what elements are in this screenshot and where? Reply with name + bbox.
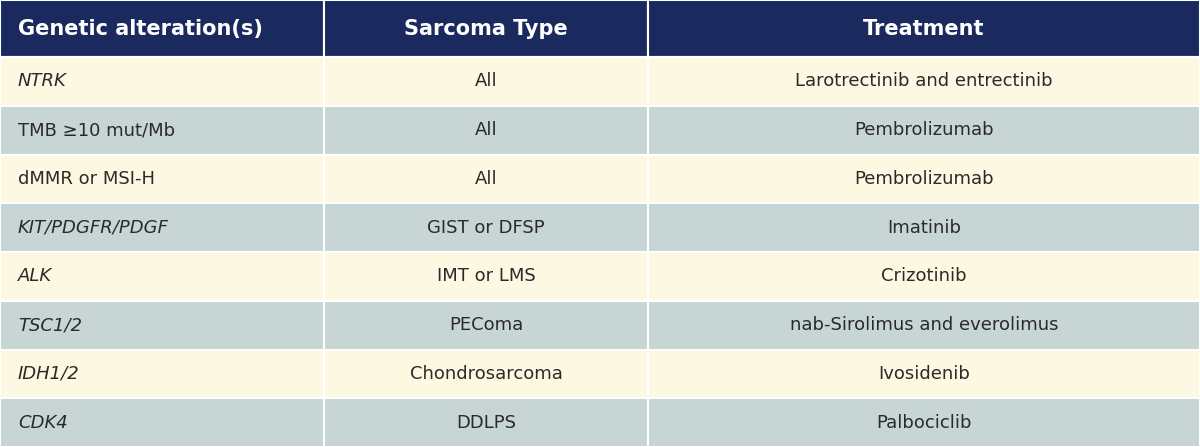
- Text: DDLPS: DDLPS: [456, 413, 516, 432]
- Text: Chondrosarcoma: Chondrosarcoma: [409, 365, 563, 383]
- Text: All: All: [475, 121, 497, 139]
- Text: Larotrectinib and entrectinib: Larotrectinib and entrectinib: [796, 72, 1052, 90]
- FancyBboxPatch shape: [324, 350, 648, 398]
- Text: Crizotinib: Crizotinib: [881, 267, 967, 286]
- FancyBboxPatch shape: [0, 106, 324, 155]
- Text: TSC1/2: TSC1/2: [18, 316, 82, 334]
- Text: Genetic alteration(s): Genetic alteration(s): [18, 19, 263, 38]
- Text: Pembrolizumab: Pembrolizumab: [854, 121, 994, 139]
- Text: KIT/PDGFR/PDGF: KIT/PDGFR/PDGF: [18, 219, 169, 237]
- FancyBboxPatch shape: [324, 0, 648, 57]
- Text: NTRK: NTRK: [18, 72, 67, 90]
- FancyBboxPatch shape: [324, 57, 648, 106]
- FancyBboxPatch shape: [0, 398, 324, 447]
- Text: Ivosidenib: Ivosidenib: [878, 365, 970, 383]
- Text: ALK: ALK: [18, 267, 52, 286]
- Text: IDH1/2: IDH1/2: [18, 365, 79, 383]
- FancyBboxPatch shape: [0, 301, 324, 350]
- FancyBboxPatch shape: [0, 155, 324, 203]
- Text: nab-Sirolimus and everolimus: nab-Sirolimus and everolimus: [790, 316, 1058, 334]
- Text: TMB ≥10 mut/Mb: TMB ≥10 mut/Mb: [18, 121, 175, 139]
- Text: All: All: [475, 170, 497, 188]
- FancyBboxPatch shape: [648, 155, 1200, 203]
- Text: GIST or DFSP: GIST or DFSP: [427, 219, 545, 237]
- FancyBboxPatch shape: [648, 350, 1200, 398]
- FancyBboxPatch shape: [648, 203, 1200, 252]
- FancyBboxPatch shape: [0, 0, 324, 57]
- Text: Pembrolizumab: Pembrolizumab: [854, 170, 994, 188]
- FancyBboxPatch shape: [324, 106, 648, 155]
- FancyBboxPatch shape: [648, 252, 1200, 301]
- Text: All: All: [475, 72, 497, 90]
- FancyBboxPatch shape: [648, 398, 1200, 447]
- FancyBboxPatch shape: [648, 301, 1200, 350]
- FancyBboxPatch shape: [0, 203, 324, 252]
- Text: PEComa: PEComa: [449, 316, 523, 334]
- FancyBboxPatch shape: [324, 301, 648, 350]
- FancyBboxPatch shape: [648, 106, 1200, 155]
- FancyBboxPatch shape: [0, 57, 324, 106]
- FancyBboxPatch shape: [324, 203, 648, 252]
- FancyBboxPatch shape: [0, 350, 324, 398]
- Text: Palbociclib: Palbociclib: [876, 413, 972, 432]
- Text: dMMR or MSI-H: dMMR or MSI-H: [18, 170, 155, 188]
- FancyBboxPatch shape: [0, 252, 324, 301]
- FancyBboxPatch shape: [648, 0, 1200, 57]
- Text: IMT or LMS: IMT or LMS: [437, 267, 535, 286]
- FancyBboxPatch shape: [324, 155, 648, 203]
- FancyBboxPatch shape: [648, 57, 1200, 106]
- Text: CDK4: CDK4: [18, 413, 67, 432]
- Text: Imatinib: Imatinib: [887, 219, 961, 237]
- FancyBboxPatch shape: [324, 398, 648, 447]
- Text: Treatment: Treatment: [863, 19, 985, 38]
- FancyBboxPatch shape: [324, 252, 648, 301]
- Text: Sarcoma Type: Sarcoma Type: [404, 19, 568, 38]
